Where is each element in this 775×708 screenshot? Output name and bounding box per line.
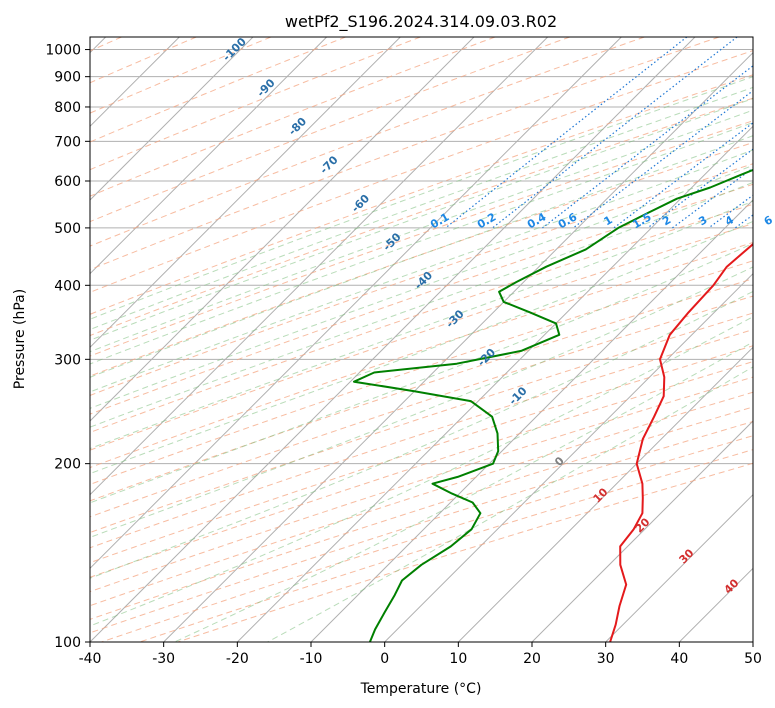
x-tick-label: -10 <box>300 651 323 667</box>
isotherm-line <box>605 493 753 642</box>
dry-adiabat-line <box>90 391 753 607</box>
dry-adiabat-line <box>90 278 753 502</box>
y-tick-label: 700 <box>54 134 81 150</box>
moist-adiabat-line <box>90 76 753 320</box>
y-tick-label: 300 <box>54 352 81 368</box>
dry-adiabat-line <box>90 37 570 223</box>
moist-adiabat-line <box>267 366 753 642</box>
x-axis-title: Temperature (°C) <box>360 681 482 697</box>
isotherm-line <box>457 346 753 642</box>
moist-adiabat-line <box>90 86 753 331</box>
x-tick-label: 40 <box>670 651 688 667</box>
dry-adiabat-line <box>90 163 753 396</box>
y-axis: 100 200 300 400 500 600 700 800 900 1000 <box>45 43 90 651</box>
x-tick-label: 20 <box>523 651 541 667</box>
isotherm-line <box>384 272 753 642</box>
plot-frame <box>89 36 754 643</box>
x-tick-label: -20 <box>226 651 249 667</box>
isotherm-line <box>90 37 475 422</box>
dry-adiabat-line <box>90 142 753 377</box>
dry-adiabat-line <box>90 37 645 247</box>
mixing-ratio-line <box>492 37 738 229</box>
moist-adiabat-line <box>90 200 753 450</box>
isotherm-line <box>90 37 549 496</box>
isotherm-line <box>90 37 254 201</box>
x-axis: -40 -30 -20 -10 0 10 20 30 40 50 <box>79 642 762 667</box>
y-axis-title: Pressure (hPa) <box>12 289 28 389</box>
y-tick-label: 600 <box>54 174 81 190</box>
x-tick-label: 10 <box>449 651 467 667</box>
isotherm-line <box>531 420 753 642</box>
moist-adiabat-line <box>90 164 753 409</box>
dewpoint-profile-line <box>353 168 753 642</box>
chart-title: wetPf2_S196.2024.314.09.03.R02 <box>285 12 557 32</box>
isotherm-line <box>236 125 753 642</box>
isotherm-line <box>90 37 696 642</box>
isotherm-line <box>752 641 753 642</box>
dry-adiabat-line <box>90 37 496 197</box>
dry-adiabat-line <box>90 37 421 171</box>
dry-adiabat-line <box>90 223 753 451</box>
isotherm-line <box>310 199 753 642</box>
moist-adiabat-line <box>90 109 753 353</box>
y-tick-label: 400 <box>54 278 81 294</box>
y-tick-label: 500 <box>54 221 81 237</box>
dry-adiabat-line <box>90 361 753 578</box>
isotherm-line <box>90 37 401 349</box>
reference-lines <box>90 37 753 642</box>
x-tick-label: 30 <box>597 651 615 667</box>
x-tick-label: 50 <box>744 651 762 667</box>
y-tick-label: 800 <box>54 100 81 116</box>
dry-adiabat-line <box>90 120 753 357</box>
y-tick-label: 200 <box>54 457 81 473</box>
plot-background <box>90 37 753 642</box>
y-tick-label: 900 <box>54 70 81 86</box>
dry-adiabat-line <box>90 260 753 485</box>
mixing-ratio-line <box>542 65 753 229</box>
isotherm-line <box>163 51 753 642</box>
mixing-ratio-label: 6 <box>762 213 775 228</box>
dry-adiabat-line <box>90 97 753 337</box>
dry-adiabat-line <box>90 50 753 293</box>
x-tick-label: 0 <box>380 651 389 667</box>
moist-adiabat-line <box>90 220 753 475</box>
dry-adiabat-line <box>90 74 753 315</box>
y-tick-label: 100 <box>54 635 81 651</box>
isotherm-line <box>90 37 328 275</box>
dry-adiabat-line <box>90 37 346 143</box>
dry-adiabat-line <box>90 329 753 549</box>
mixing-ratio-line <box>672 167 753 229</box>
mixing-ratio-line <box>572 89 753 229</box>
dry-adiabat-line <box>90 312 753 534</box>
series-layer <box>353 168 753 642</box>
moist-adiabat-line <box>90 316 753 627</box>
x-tick-label: -40 <box>79 651 102 667</box>
moist-adiabat-line <box>90 290 753 579</box>
y-tick-label: 1000 <box>45 43 81 59</box>
isotherm-line <box>90 37 622 570</box>
temperature-profile-line <box>609 242 753 642</box>
x-tick-label: -30 <box>152 651 175 667</box>
